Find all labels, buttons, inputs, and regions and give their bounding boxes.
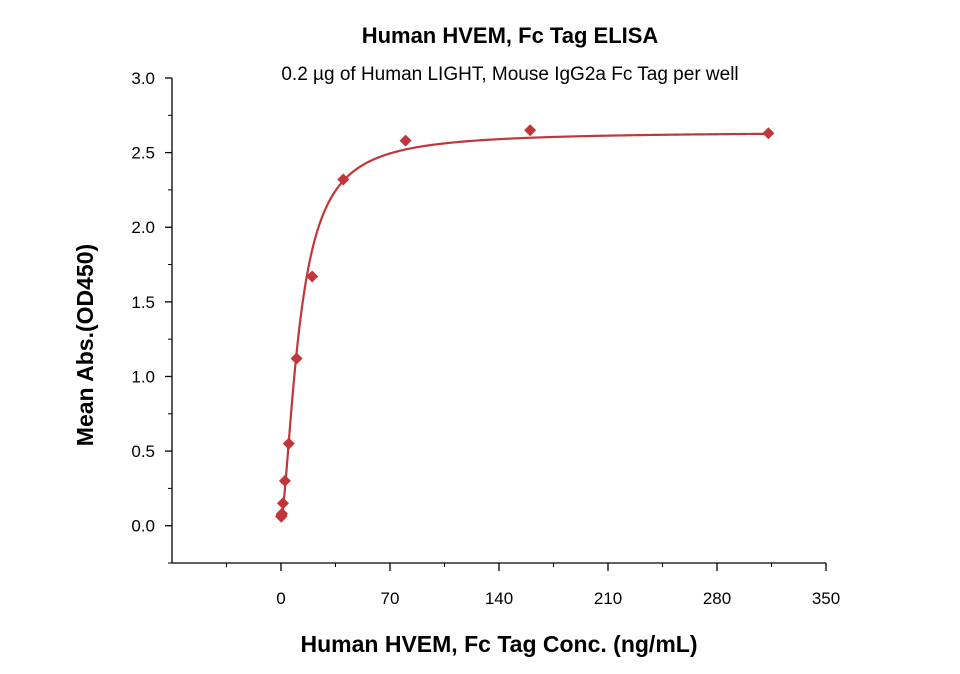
data-point <box>399 134 412 147</box>
data-point <box>282 437 295 450</box>
y-tick-label: 0.5 <box>131 442 155 461</box>
y-tick-label: 1.0 <box>131 367 155 386</box>
y-tick-label: 1.5 <box>131 293 155 312</box>
data-point <box>524 124 537 137</box>
x-ticks: 0 70 140 210 280 350 <box>226 563 840 608</box>
y-tick-label: 2.5 <box>131 144 155 163</box>
y-tick-label: 2.0 <box>131 218 155 237</box>
x-tick-label: 280 <box>703 589 731 608</box>
chart-subtitle: 0.2 µg of Human LIGHT, Mouse IgG2a Fc Ta… <box>281 64 738 85</box>
data-point <box>762 127 775 140</box>
data-point <box>275 507 288 520</box>
data-point <box>290 352 303 365</box>
data-point <box>278 474 291 487</box>
x-tick-label: 0 <box>276 589 285 608</box>
x-tick-label: 350 <box>812 589 840 608</box>
axes <box>171 78 826 564</box>
chart-title: Human HVEM, Fc Tag ELISA <box>362 23 659 48</box>
y-tick-label: 0.0 <box>131 517 155 536</box>
x-tick-label: 140 <box>485 589 513 608</box>
y-ticks: 0.0 0.5 1.0 1.5 2.0 2.5 3.0 <box>131 69 172 564</box>
x-tick-label: 70 <box>381 589 400 608</box>
fit-curve <box>280 132 769 519</box>
data-point <box>276 497 289 510</box>
data-point <box>337 173 350 186</box>
x-axis-label: Human HVEM, Fc Tag Conc. (ng/mL) <box>301 631 698 657</box>
y-tick-label: 3.0 <box>131 69 155 88</box>
data-point <box>306 270 319 283</box>
x-tick-label: 210 <box>594 589 622 608</box>
data-points <box>275 124 775 523</box>
y-axis-label: Mean Abs.(OD450) <box>72 244 98 446</box>
